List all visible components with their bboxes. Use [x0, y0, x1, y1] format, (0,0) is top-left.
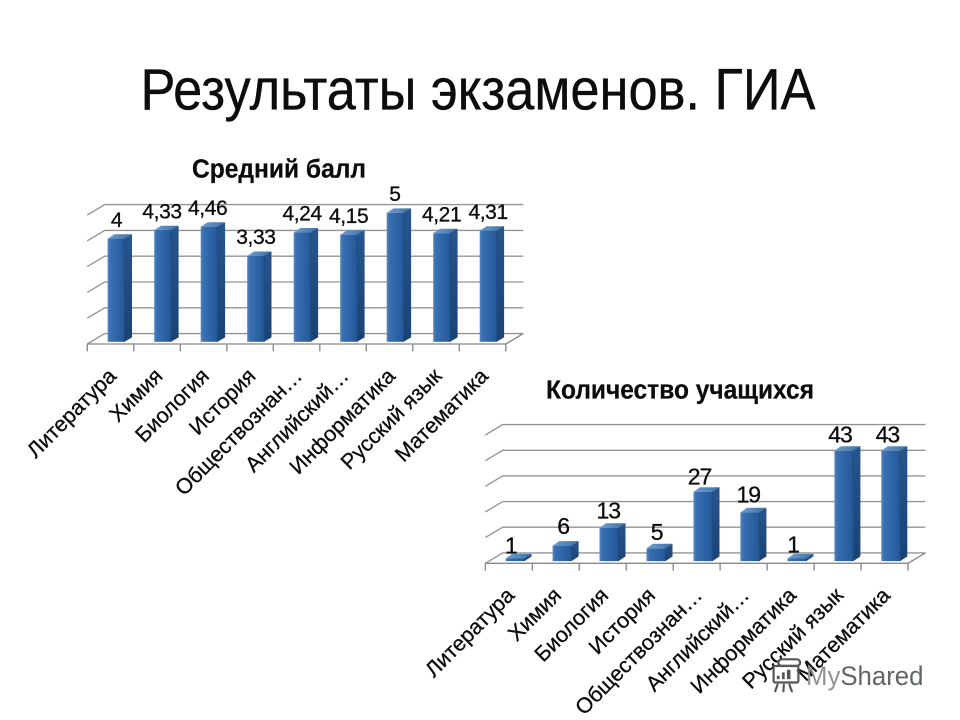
svg-text:4,46: 4,46 [188, 197, 227, 220]
svg-text:5: 5 [651, 519, 663, 545]
svg-text:4,15: 4,15 [329, 205, 368, 228]
svg-text:1: 1 [505, 533, 517, 559]
svg-text:4,24: 4,24 [282, 203, 322, 226]
svg-text:4,33: 4,33 [142, 200, 181, 223]
svg-text:43: 43 [876, 422, 900, 448]
svg-text:3,33: 3,33 [236, 226, 275, 249]
svg-text:19: 19 [737, 482, 761, 508]
svg-text:5: 5 [389, 183, 400, 206]
svg-text:27: 27 [688, 464, 712, 490]
svg-text:4,31: 4,31 [468, 201, 507, 224]
svg-text:4,21: 4,21 [422, 204, 461, 227]
svg-text:4: 4 [111, 209, 123, 232]
svg-text:Результаты экзаменов. ГИА: Результаты экзаменов. ГИА [141, 57, 816, 122]
svg-text:13: 13 [597, 497, 621, 523]
svg-text:MyShared: MyShared [806, 661, 924, 691]
svg-text:1: 1 [787, 531, 799, 557]
svg-text:Литература: Литература [420, 583, 519, 682]
svg-text:6: 6 [557, 513, 569, 539]
svg-text:Средний балл: Средний балл [192, 155, 366, 183]
svg-text:43: 43 [828, 422, 852, 448]
svg-text:Количество учащихся: Количество учащихся [546, 377, 814, 405]
svg-text:Литература: Литература [22, 364, 121, 463]
